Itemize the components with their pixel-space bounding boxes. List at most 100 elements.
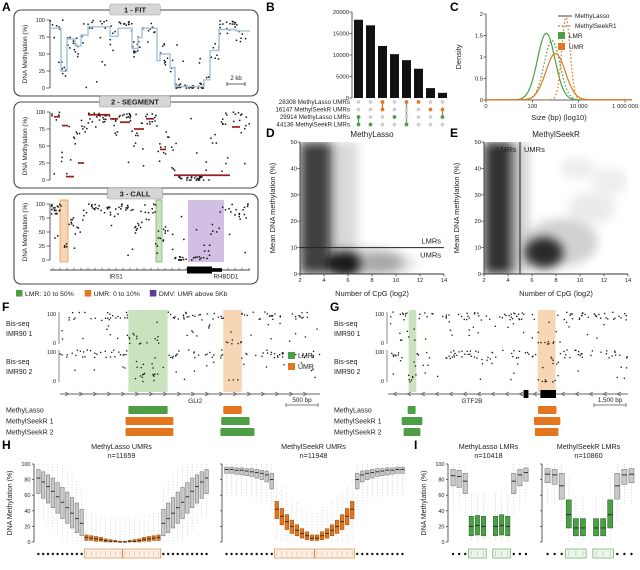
panel-a-letter: A: [2, 0, 11, 14]
panel-i-letter: I: [414, 438, 418, 452]
density-curve-methylseekr-umr: [486, 17, 632, 101]
svg-text:IMR90 1: IMR90 1: [334, 331, 361, 338]
svg-text:10 000: 10 000: [570, 104, 588, 110]
svg-text:0: 0: [346, 96, 349, 102]
panel-e: E 0 10 20 30 40 50 2 4 6 8 10 12 14 LMRs UMRs MethylSee…: [450, 126, 638, 304]
svg-text:Number of CpG (log2): Number of CpG (log2): [519, 289, 593, 298]
panel-e-svg: 0 10 20 30 40 50 2 4 6 8 10 12 14 LMRs UMRs MethylSeekR…: [452, 130, 632, 298]
panel-a: A 1 - FIT 0 25 50 75 100 DNA Methylation (%) 2 …: [2, 0, 264, 302]
svg-text:20000: 20000: [333, 10, 349, 16]
svg-text:0: 0: [484, 104, 487, 110]
call-bar-lmr: [220, 428, 255, 436]
region-label-umrs: UMRs: [420, 251, 441, 260]
panel-e-letter: E: [450, 126, 459, 140]
panel-a-ylabel: DNA Methylation (%): [22, 25, 29, 83]
box-n-label: n=10860: [574, 451, 602, 460]
svg-text:Mean DNA methylation (%): Mean DNA methylation (%): [268, 162, 277, 253]
panel-h-letter: H: [2, 438, 11, 452]
panel-e-title: MethylSeekR: [532, 130, 580, 139]
call-bar-umr: [533, 417, 561, 425]
region-label-umrs: UMRs: [524, 145, 545, 154]
svg-text:14: 14: [625, 278, 632, 284]
svg-text:1 000 000: 1 000 000: [612, 104, 638, 110]
box-n-label: n=11659: [108, 451, 136, 460]
panel-a-legend-lmr: LMR: 10 to 50%: [25, 291, 74, 298]
svg-text:1 - FIT: 1 - FIT: [124, 6, 147, 15]
svg-text:0: 0: [53, 341, 56, 347]
svg-text:100: 100: [528, 104, 538, 110]
panel-c-xlabel: Size (bp) (log10): [531, 113, 587, 122]
panel-g-chart: Bis-seq IMR90 1 100 0 Bis-seq IMR90 2 100 0 GTF2…: [330, 302, 638, 440]
svg-text:Bis-seq: Bis-seq: [6, 321, 29, 328]
svg-text:0: 0: [53, 379, 56, 385]
svg-text:8: 8: [370, 278, 373, 284]
svg-text:60: 60: [24, 493, 30, 499]
panel-i-chart-methylasso: MethyLasso LMRs n=10418 0 20 40 60 80 100 DNA Me…: [418, 440, 534, 570]
svg-text:12: 12: [601, 278, 607, 284]
box-n-label: n=11948: [300, 451, 328, 460]
upset-set-label: 29914 MethyLasso LMRs: [280, 114, 350, 121]
svg-text:50: 50: [39, 230, 45, 236]
svg-text:0: 0: [441, 540, 444, 546]
svg-text:20: 20: [24, 524, 30, 530]
svg-text:40: 40: [291, 166, 297, 172]
svg-text:40: 40: [24, 509, 30, 515]
panel-h: H MethyLasso UMRs n=11659 0 20 40 60 80 100 DNA …: [2, 438, 414, 570]
svg-text:2: 2: [480, 12, 483, 18]
svg-text:30: 30: [475, 193, 481, 199]
box-title: MethylSeekR LMRs: [557, 442, 621, 451]
svg-text:6: 6: [346, 278, 349, 284]
svg-text:10: 10: [291, 246, 297, 252]
svg-text:500 bp: 500 bp: [292, 397, 312, 404]
svg-text:100: 100: [36, 18, 45, 24]
legend-methylseekr1: MethylSeekR1: [575, 23, 617, 30]
svg-text:4: 4: [506, 278, 510, 284]
panel-f-svg: Bis-seq IMR90 1 100 0 Bis-seq IMR90 2 100 0 GLI2…: [6, 310, 321, 437]
svg-text:2: 2: [482, 278, 485, 284]
svg-text:10000: 10000: [333, 53, 349, 59]
panel-i-chart-methylseekr: MethylSeekR LMRs n=10860: [534, 440, 640, 570]
call-bar-umr: [538, 406, 557, 414]
svg-text:0: 0: [42, 86, 45, 92]
upset-bar: [438, 92, 447, 98]
svg-text:0.5: 0.5: [475, 77, 483, 83]
upset-bar: [426, 88, 435, 98]
panel-b: B 0 5000 10000 15000 20000 28308 MethyLasso U…: [266, 0, 452, 128]
gene-label-rhbdd1: RHBDD1: [214, 275, 239, 281]
panel-h-chart-methylseekr: MethylSeekR UMRs n=11948: [214, 440, 410, 570]
panel-f-letter: F: [2, 300, 10, 314]
svg-text:10: 10: [475, 246, 481, 252]
svg-text:0: 0: [294, 272, 297, 278]
svg-text:0: 0: [42, 178, 45, 184]
track-label-methylasso: MethyLasso: [334, 408, 372, 415]
svg-text:100: 100: [36, 110, 45, 116]
call-bar-lmr: [221, 417, 250, 425]
panel-b-svg: 0 5000 10000 15000 20000 28308 MethyLasso UMR…: [275, 10, 447, 128]
panel-c-chart: 0 0.5 1 1.5 2 0 100 10 000 1 000 000 MethyLasso Me…: [450, 2, 638, 128]
svg-text:DNA Methylation (%): DNA Methylation (%): [7, 471, 14, 536]
svg-text:12: 12: [417, 278, 423, 284]
panel-a-ylabel: DNA Methylation (%): [22, 203, 29, 261]
svg-text:25: 25: [39, 161, 45, 167]
svg-text:50: 50: [39, 52, 45, 58]
svg-text:0: 0: [480, 98, 483, 104]
call-bar-lmr: [403, 428, 421, 436]
panel-d: D 0 10 20 30 40 50 2 4 6 8 10 12 14 LMRs UMRs MethyLass…: [266, 126, 452, 304]
svg-text:50: 50: [291, 140, 297, 146]
svg-text:30: 30: [291, 193, 297, 199]
svg-text:25: 25: [39, 244, 45, 250]
svg-text:IMR90 2: IMR90 2: [6, 369, 33, 376]
svg-text:0: 0: [381, 379, 384, 385]
panel-g-svg: Bis-seq IMR90 1 100 0 Bis-seq IMR90 2 100 0 GTF2…: [334, 310, 628, 437]
panel-a-legend-umr: UMR: 0 to 10%: [94, 291, 140, 298]
svg-text:100: 100: [375, 312, 384, 318]
svg-text:15000: 15000: [333, 32, 349, 38]
panel-d-title: MethyLasso: [350, 130, 394, 139]
svg-text:Bis-seq: Bis-seq: [334, 359, 357, 366]
svg-text:10: 10: [577, 278, 583, 284]
gene-label-irs1: IRS1: [109, 275, 123, 281]
upset-bar: [354, 19, 363, 99]
svg-text:IMR90 2: IMR90 2: [334, 369, 361, 376]
